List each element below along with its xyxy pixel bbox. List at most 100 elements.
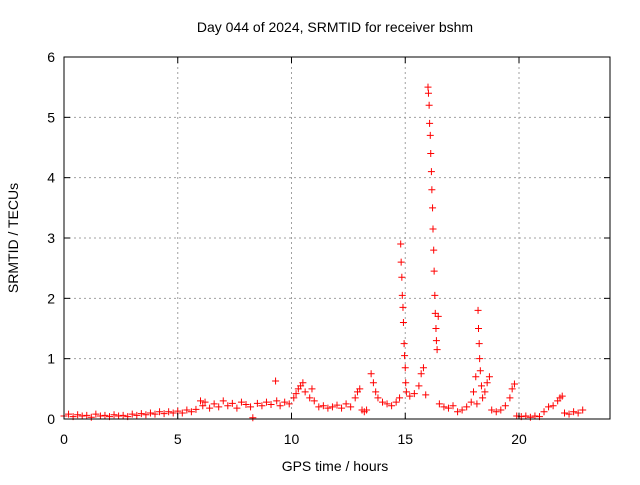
data-point: [128, 410, 136, 418]
data-point: [192, 405, 200, 413]
data-point: [397, 258, 405, 266]
x-tick-label: 15: [397, 431, 413, 447]
data-point: [285, 400, 293, 408]
data-point: [363, 406, 371, 414]
data-point: [467, 398, 475, 406]
data-point: [483, 379, 491, 387]
data-point: [115, 412, 123, 420]
data-point: [426, 119, 434, 127]
data-point: [399, 303, 407, 311]
data-point: [558, 392, 566, 400]
data-point: [400, 340, 408, 348]
data-point: [454, 408, 462, 416]
y-tick-label: 6: [47, 49, 55, 65]
data-point: [290, 394, 298, 402]
data-point: [531, 412, 539, 420]
data-point: [574, 409, 582, 417]
data-point: [430, 246, 438, 254]
x-axis-label: GPS time / hours: [282, 458, 389, 474]
x-tick-label: 20: [511, 431, 527, 447]
data-point: [526, 413, 534, 421]
data-point: [258, 402, 266, 410]
data-point: [429, 204, 437, 212]
data-point: [432, 325, 440, 332]
data-point: [308, 385, 316, 393]
data-point: [470, 388, 477, 396]
data-point: [474, 306, 482, 314]
data-point: [356, 385, 364, 393]
data-point: [146, 409, 154, 417]
data-point: [522, 412, 530, 420]
data-point: [276, 402, 284, 410]
data-point: [481, 388, 489, 396]
data-point: [433, 346, 441, 354]
data-point: [422, 391, 430, 399]
data-point: [397, 240, 405, 248]
data-point: [427, 168, 435, 176]
data-point: [187, 408, 195, 416]
data-point: [508, 385, 516, 393]
data-point: [119, 411, 127, 419]
data-point: [431, 309, 439, 317]
data-point: [65, 410, 73, 418]
data-point: [262, 398, 270, 406]
data-point: [399, 318, 407, 326]
data-point: [435, 400, 443, 408]
x-tick-label: 5: [174, 431, 182, 447]
data-point: [292, 390, 300, 398]
data-point: [476, 355, 484, 363]
data-point: [440, 403, 448, 411]
data-point: [428, 186, 436, 194]
data-point: [432, 337, 440, 345]
data-point: [165, 408, 173, 416]
data-point: [215, 403, 223, 411]
data-point: [417, 370, 425, 378]
data-point: [501, 402, 509, 410]
data-point: [410, 390, 418, 398]
data-point: [206, 404, 214, 412]
data-point: [253, 399, 261, 407]
data-point: [398, 273, 406, 281]
data-point: [315, 403, 323, 411]
data-point: [281, 398, 289, 406]
data-point: [74, 411, 82, 419]
x-tick-label: 10: [284, 431, 300, 447]
data-point: [273, 397, 281, 405]
data-point: [372, 388, 380, 396]
data-point: [402, 379, 410, 387]
data-point: [133, 411, 141, 419]
data-point: [228, 399, 236, 407]
data-point: [369, 379, 377, 387]
data-point: [401, 364, 409, 372]
data-point: [570, 408, 578, 416]
data-point: [199, 402, 207, 410]
data-point: [151, 410, 159, 418]
data-point: [210, 400, 218, 408]
data-point: [342, 400, 350, 408]
data-point: [96, 412, 104, 420]
data-point: [510, 380, 518, 388]
data-point: [545, 403, 553, 411]
data-point: [310, 397, 318, 405]
data-point: [272, 377, 280, 385]
data-point: [488, 406, 496, 414]
data-point: [249, 414, 257, 422]
data-point: [201, 398, 209, 406]
data-point: [396, 394, 404, 402]
data-point: [444, 404, 452, 412]
data-point: [383, 400, 391, 408]
data-point: [458, 406, 466, 414]
data-point: [267, 401, 275, 409]
data-point: [156, 408, 164, 416]
data-point: [237, 398, 245, 406]
data-point: [160, 410, 168, 418]
data-point: [425, 101, 433, 109]
data-point: [479, 394, 487, 402]
data-point: [415, 382, 423, 390]
data-point: [367, 370, 375, 378]
data-point: [506, 394, 514, 402]
data-point: [301, 388, 309, 396]
data-point: [178, 409, 186, 417]
data-point: [477, 382, 485, 390]
